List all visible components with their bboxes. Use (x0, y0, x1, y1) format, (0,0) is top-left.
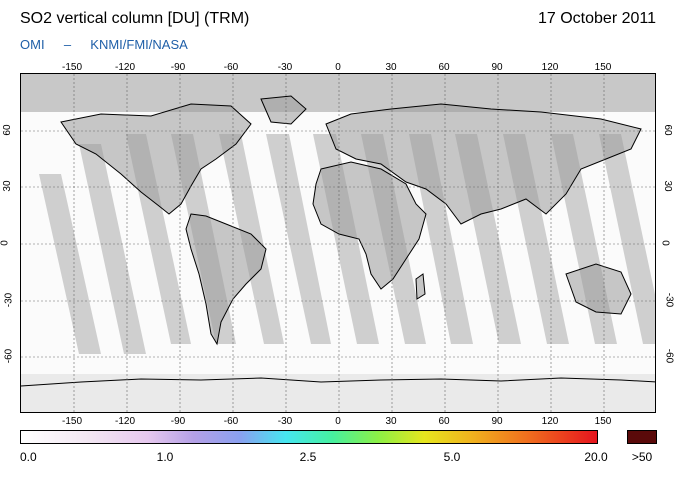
colorbar-label: 20.0 (584, 450, 608, 464)
colorbar-label: 5.0 (443, 450, 461, 464)
lon-tick-bottom: -120 (114, 416, 136, 427)
lon-tick-bottom: 150 (594, 416, 612, 427)
lat-tick-left: -30 (3, 292, 15, 308)
madagascar (415, 273, 426, 300)
credit-line: OMI – KNMI/FMI/NASA (20, 37, 188, 52)
lat-tick-right: -30 (663, 292, 675, 308)
north-polar-no-data (21, 74, 655, 112)
map-canvas (21, 74, 655, 412)
lon-tick-top: -30 (277, 62, 293, 73)
lat-tick-left: -60 (3, 348, 15, 364)
colorbar-label: 2.5 (299, 450, 317, 464)
antarctica-coastline (21, 377, 655, 387)
eurasia (325, 103, 642, 225)
continents (60, 95, 642, 346)
lat-tick-left: 0 (0, 240, 11, 246)
lon-tick-top: 30 (385, 62, 397, 73)
lat-tick-left: 60 (2, 124, 14, 136)
lon-tick-top: -150 (61, 62, 83, 73)
lon-tick-top: -90 (170, 62, 186, 73)
colorbar (20, 430, 598, 444)
lat-tick-right: -60 (663, 348, 675, 364)
credit-source: OMI (20, 37, 45, 52)
orbit-gap (39, 174, 101, 354)
credit-org: KNMI/FMI/NASA (90, 37, 188, 52)
lon-tick-top: 120 (541, 62, 559, 73)
greenland (260, 95, 307, 125)
lon-tick-top: 90 (491, 62, 503, 73)
lat-tick-right: 60 (662, 124, 674, 136)
lat-tick-left: 30 (2, 180, 14, 192)
lon-tick-bottom: -90 (170, 416, 186, 427)
orbit-gap (599, 134, 655, 344)
lon-tick-bottom: 120 (541, 416, 559, 427)
lon-tick-bottom: -150 (61, 416, 83, 427)
orbit-gap (79, 144, 146, 354)
orbit-gap (266, 134, 331, 344)
lon-tick-bottom: 90 (491, 416, 503, 427)
lon-tick-top: 60 (438, 62, 450, 73)
lon-tick-bottom: 0 (335, 416, 341, 427)
africa (312, 161, 427, 290)
north-america (60, 103, 252, 215)
lon-tick-top: 0 (335, 62, 341, 73)
colorbar-label: >50 (631, 450, 653, 464)
lon-tick-top: 150 (594, 62, 612, 73)
world-map (20, 73, 656, 413)
australia (565, 263, 632, 315)
graticule (21, 74, 655, 412)
lon-tick-bottom: 60 (438, 416, 450, 427)
lat-tick-right: 30 (662, 180, 674, 192)
lat-tick-right: 0 (659, 240, 671, 246)
lon-tick-top: -120 (114, 62, 136, 73)
colorbar-label: 0.0 (20, 450, 37, 464)
lon-tick-bottom: -30 (277, 416, 293, 427)
lon-tick-top: -60 (223, 62, 239, 73)
lon-tick-bottom: -60 (223, 416, 239, 427)
south-america (185, 213, 267, 346)
south-polar-region (21, 374, 655, 412)
map-date: 17 October 2011 (537, 10, 656, 27)
colorbar-overflow-box (627, 430, 657, 444)
lon-tick-bottom: 30 (385, 416, 397, 427)
map-title: SO2 vertical column [DU] (TRM) (20, 10, 250, 27)
credit-dash: – (63, 37, 72, 52)
colorbar-label: 1.0 (156, 450, 174, 464)
